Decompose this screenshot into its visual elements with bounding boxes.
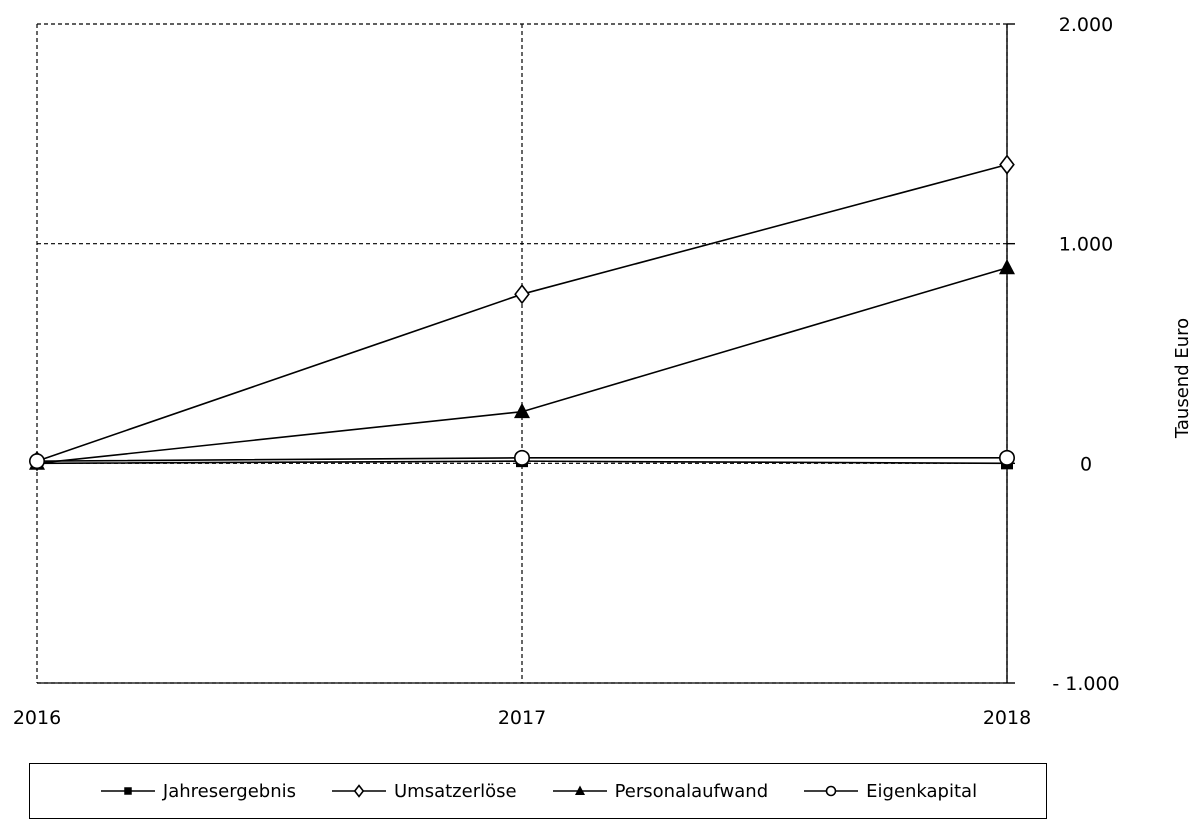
- legend-item: Umsatzerlöse: [330, 781, 517, 802]
- legend-swatch: [804, 785, 859, 797]
- data-point-marker: [28, 453, 45, 470]
- legend-label: Jahresergebnis: [162, 780, 296, 802]
- x-tick-label: 2016: [13, 707, 61, 729]
- line-chart: 2016 2017 2018 2.000 1.000 0 - 1.000 Tausend …: [13, 14, 1193, 729]
- data-point-marker: [353, 784, 365, 798]
- y-tick-label: - 1.000: [1052, 673, 1119, 695]
- legend-label: Personalaufwand: [614, 780, 769, 802]
- legend-item: Eigenkapital: [802, 781, 977, 802]
- data-point-marker: [998, 449, 1015, 466]
- y-tick-label: 1.000: [1059, 234, 1113, 256]
- y-axis-title: Tausend Euro: [1172, 318, 1193, 439]
- legend-label: Umsatzerlöse: [394, 780, 517, 802]
- y-tick-label: 2.000: [1059, 14, 1113, 36]
- legend-swatch: [100, 787, 155, 795]
- data-point-marker: [825, 785, 837, 797]
- grid-layer: [36, 23, 1015, 684]
- data-point-marker: [513, 449, 530, 466]
- y-tick-label: 0: [1080, 453, 1092, 475]
- legend-item: Personalaufwand: [551, 780, 769, 802]
- legend-item: Jahresergebnis: [99, 781, 296, 802]
- y-axis-ticks: 2.000 1.000 0 - 1.000: [1052, 14, 1119, 695]
- series-layer: [28, 154, 1015, 472]
- data-point-marker: [514, 402, 530, 419]
- data-point-marker: [574, 785, 585, 795]
- legend-label: Eigenkapital: [866, 780, 978, 802]
- legend-swatch: [332, 784, 386, 798]
- data-point-marker: [999, 154, 1015, 175]
- legend: Jahresergebnis Umsatzerlöse Personalaufwan…: [29, 763, 1047, 819]
- data-point-marker: [999, 259, 1015, 275]
- x-axis-ticks: 2016 2017 2018: [13, 707, 1031, 729]
- data-point-marker: [514, 284, 530, 305]
- legend-swatch: [552, 785, 607, 795]
- data-point-marker: [124, 787, 132, 795]
- x-tick-label: 2018: [983, 707, 1031, 729]
- series-markers-Eigenkapital: [28, 449, 1015, 470]
- x-tick-label: 2017: [498, 707, 546, 729]
